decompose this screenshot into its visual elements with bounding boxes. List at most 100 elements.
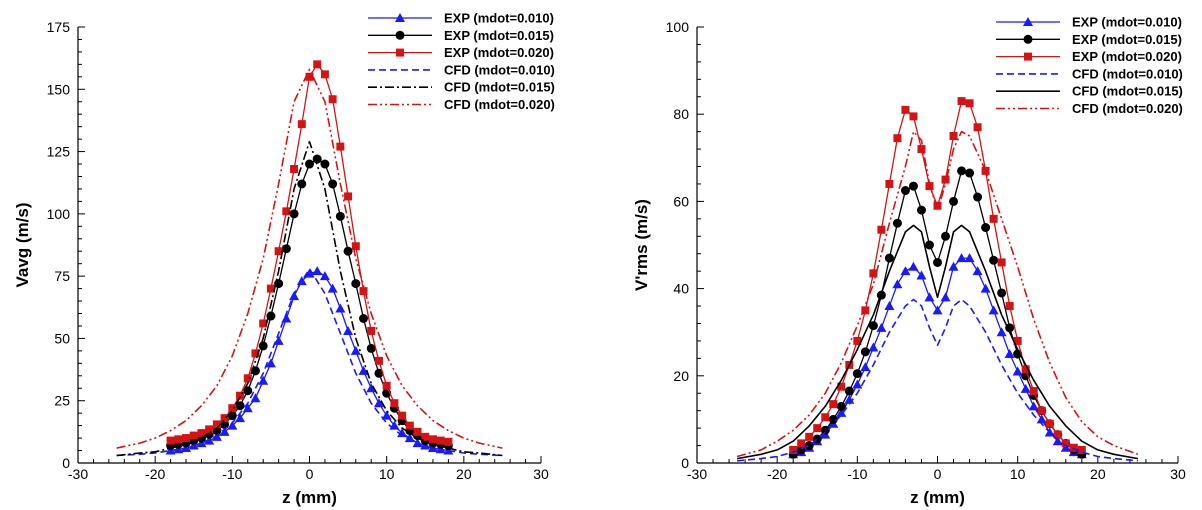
y-tick-label: 60 — [673, 193, 689, 209]
data-point — [328, 95, 337, 104]
data-point — [281, 244, 291, 254]
data-point — [266, 284, 275, 293]
x-tick-label: -30 — [68, 466, 88, 482]
data-point — [853, 336, 862, 345]
data-point — [972, 266, 983, 276]
y-tick-label: 75 — [54, 268, 70, 284]
data-point — [359, 287, 368, 296]
data-point — [320, 70, 329, 79]
series-line — [116, 267, 503, 457]
data-point — [219, 426, 230, 436]
y-tick-label: 100 — [47, 206, 71, 222]
data-point — [343, 325, 354, 335]
legend-marker — [1023, 34, 1033, 44]
data-point — [908, 181, 918, 191]
data-point — [989, 214, 998, 223]
series-line — [737, 298, 1138, 462]
data-point — [924, 240, 934, 250]
series-group — [736, 97, 1139, 462]
data-point — [327, 283, 338, 293]
data-point — [1013, 336, 1022, 345]
data-point — [869, 269, 878, 278]
data-point — [366, 383, 377, 393]
series-4 — [737, 298, 1138, 462]
data-point — [235, 401, 245, 411]
data-point — [828, 414, 838, 424]
data-point — [1013, 349, 1023, 359]
data-point — [884, 301, 895, 311]
data-point — [335, 303, 346, 313]
data-point — [932, 305, 943, 315]
data-point — [949, 132, 958, 140]
legend-label: EXP (mdot=0.020) — [1072, 49, 1182, 64]
data-point — [909, 112, 918, 121]
legend-label: CFD (mdot=0.010) — [444, 62, 555, 77]
data-point — [274, 279, 284, 289]
legend-label: EXP (mdot=0.015) — [1072, 32, 1182, 47]
data-point — [312, 266, 323, 276]
data-point — [319, 271, 330, 281]
data-point — [852, 379, 863, 389]
data-point — [981, 223, 991, 233]
data-point — [964, 253, 975, 263]
data-point — [1020, 383, 1031, 393]
data-point — [908, 261, 919, 271]
data-point — [996, 327, 1007, 337]
series-line — [792, 100, 1082, 451]
data-point — [182, 434, 191, 443]
data-point — [273, 335, 284, 345]
data-point — [343, 246, 353, 256]
data-point — [973, 123, 982, 132]
data-point — [997, 288, 1007, 298]
legend-label: EXP (mdot=0.015) — [444, 28, 554, 43]
data-point — [296, 276, 307, 286]
data-point — [836, 407, 847, 417]
data-point — [397, 428, 408, 438]
data-point — [328, 179, 338, 189]
x-tick-label: 20 — [456, 466, 472, 482]
series-5 — [736, 224, 1139, 460]
data-point — [344, 192, 353, 201]
data-point — [259, 319, 268, 328]
data-point — [989, 255, 999, 265]
legend-marker — [395, 13, 405, 22]
legend-marker — [1024, 52, 1032, 61]
data-point — [941, 175, 950, 184]
data-point — [374, 356, 383, 365]
data-point — [1021, 365, 1030, 374]
data-point — [916, 270, 927, 280]
data-point — [884, 253, 894, 263]
data-point — [940, 292, 951, 302]
x-tick-label: 10 — [1010, 466, 1026, 482]
x-tick-label: 0 — [306, 466, 314, 482]
data-point — [1005, 302, 1014, 311]
data-point — [250, 393, 261, 403]
data-point — [852, 369, 862, 379]
data-point — [917, 145, 926, 154]
data-point — [205, 425, 214, 434]
series-5 — [116, 140, 503, 457]
series-3 — [789, 97, 1086, 454]
data-point — [837, 382, 846, 391]
y-tick-label: 125 — [47, 144, 71, 160]
x-axis-title: z (mm) — [910, 488, 965, 507]
data-point — [251, 349, 260, 358]
data-point — [892, 218, 902, 228]
data-point — [965, 99, 974, 108]
data-point — [281, 313, 292, 323]
data-point — [212, 420, 221, 429]
data-point — [973, 192, 983, 202]
data-point — [1052, 436, 1063, 446]
series-group — [116, 60, 503, 457]
data-point — [398, 411, 407, 420]
data-point — [980, 283, 991, 293]
data-point — [304, 268, 315, 278]
series-line — [170, 158, 449, 447]
y-tick-label: 0 — [62, 455, 70, 471]
series-4 — [116, 267, 503, 457]
data-point — [413, 427, 422, 436]
data-point — [227, 420, 238, 430]
y-tick-label: 80 — [673, 106, 689, 122]
data-point — [290, 165, 299, 174]
data-point — [367, 326, 376, 335]
